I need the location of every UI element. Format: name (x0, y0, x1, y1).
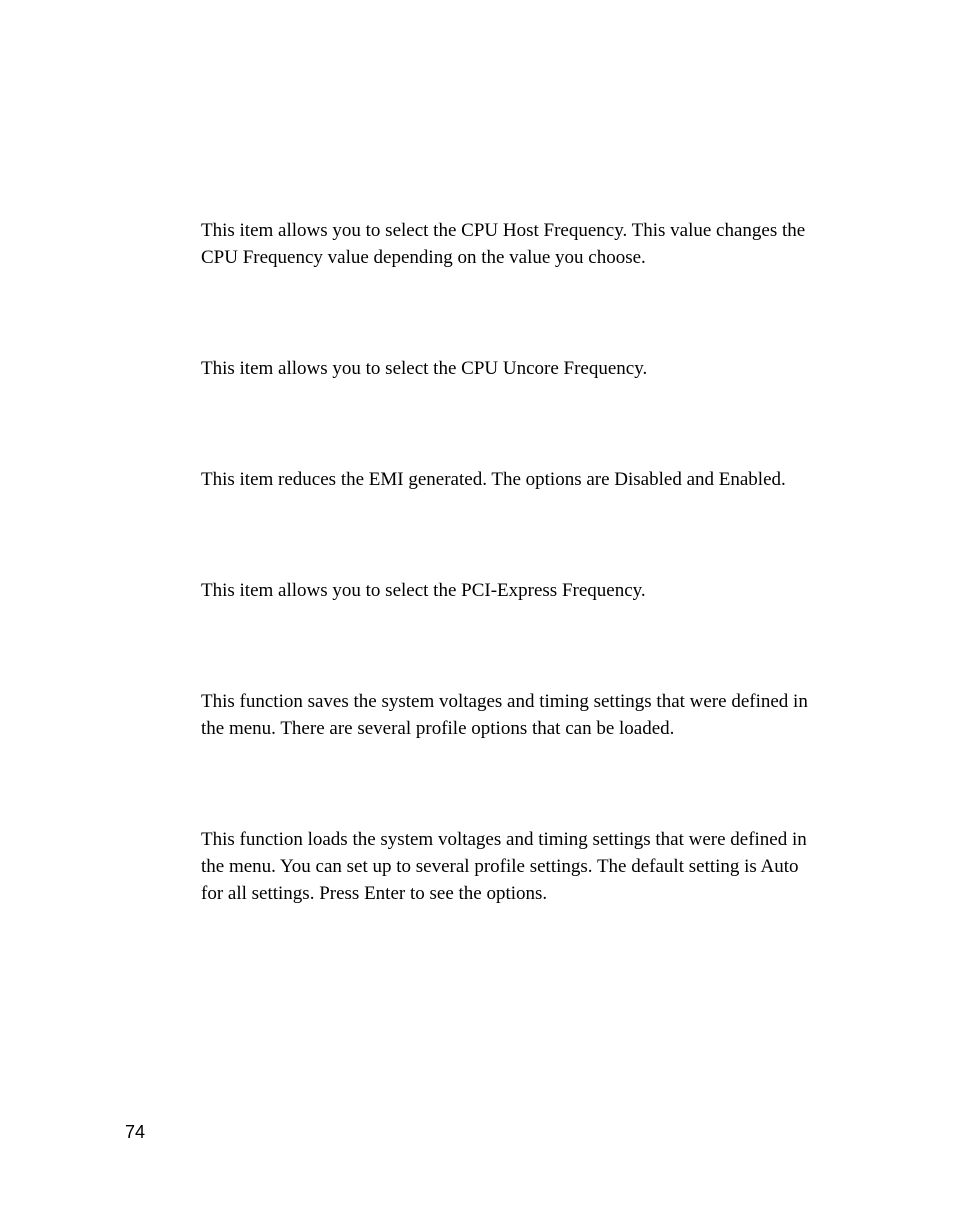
paragraph-cpu-uncore-frequency: This item allows you to select the CPU U… (201, 356, 813, 383)
paragraph-load-profile: This function loads the system voltages … (201, 827, 813, 908)
document-content: This item allows you to select the CPU H… (201, 218, 813, 908)
paragraph-pci-express-frequency: This item allows you to select the PCI-E… (201, 578, 813, 605)
paragraph-save-profile: This function saves the system voltages … (201, 689, 813, 743)
paragraph-cpu-host-frequency: This item allows you to select the CPU H… (201, 218, 813, 272)
page-number: 74 (125, 1122, 145, 1143)
paragraph-emi: This item reduces the EMI generated. The… (201, 467, 813, 494)
